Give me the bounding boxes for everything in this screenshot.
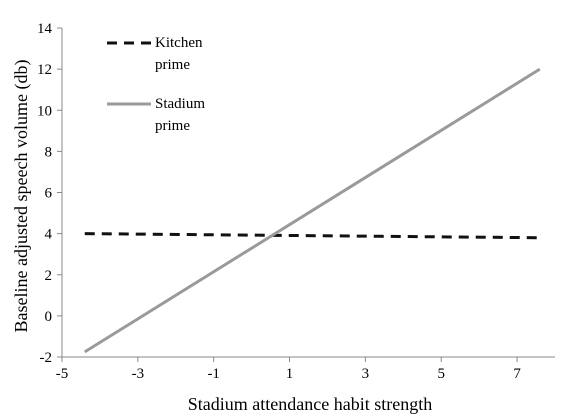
y-ticks: -2 0 2 4 6 8 10 12 14 — [37, 21, 62, 366]
x-tick-label: 3 — [362, 366, 370, 382]
y-tick-label: -2 — [40, 350, 53, 366]
y-tick-label: 4 — [45, 227, 53, 243]
legend-label: prime — [155, 118, 190, 134]
y-tick-label: 14 — [37, 21, 53, 37]
x-ticks: -5 -3 -1 1 3 5 7 — [56, 357, 522, 382]
y-axis-label: Baseline adjusted speech volume (db) — [11, 60, 32, 333]
x-tick-label: 1 — [286, 366, 294, 382]
y-tick-label: 12 — [37, 62, 52, 78]
axes — [62, 28, 555, 357]
legend-label: Stadium — [155, 96, 205, 112]
y-tick-label: 10 — [37, 103, 52, 119]
y-tick-label: 2 — [45, 268, 53, 284]
x-tick-label: 7 — [513, 366, 521, 382]
y-tick-label: 0 — [45, 309, 53, 325]
legend-label: prime — [155, 57, 190, 73]
legend: Kitchen prime Stadium prime — [107, 35, 205, 134]
y-tick-label: 6 — [45, 186, 53, 202]
x-tick-label: -1 — [207, 366, 220, 382]
x-axis-label: Stadium attendance habit strength — [188, 394, 432, 414]
x-tick-label: -5 — [56, 366, 69, 382]
y-tick-label: 8 — [45, 144, 53, 160]
legend-label: Kitchen — [155, 35, 203, 51]
series-line-stadium-prime — [85, 69, 540, 352]
series-line-kitchen-prime — [85, 234, 540, 238]
x-tick-label: 5 — [437, 366, 445, 382]
series-lines — [85, 69, 540, 352]
x-tick-label: -3 — [132, 366, 145, 382]
